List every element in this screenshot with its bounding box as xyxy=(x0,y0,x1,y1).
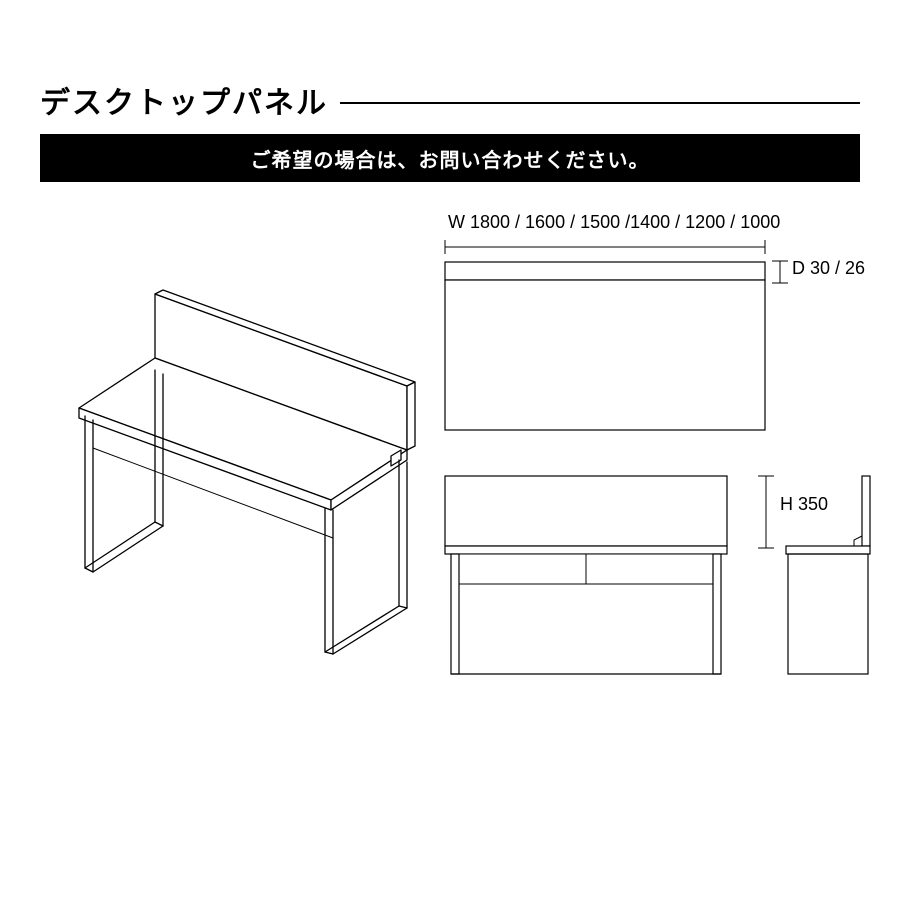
diagram-isometric-view xyxy=(55,280,435,660)
dimension-width-label: W 1800 / 1600 / 1500 /1400 / 1200 / 1000 xyxy=(448,212,780,233)
diagram-front-view xyxy=(445,476,727,678)
section-title-rule xyxy=(340,102,860,104)
section-title: デスクトップパネル xyxy=(40,78,328,122)
dimension-width-bar xyxy=(445,240,765,254)
diagram-top-view xyxy=(445,262,765,430)
dimension-height-bar xyxy=(758,476,774,548)
dimension-depth-label: D 30 / 26 xyxy=(792,258,865,279)
diagram-side-view xyxy=(786,476,876,678)
inquiry-banner-text: ご希望の場合は、お問い合わせください。 xyxy=(251,144,650,173)
section-title-row: デスクトップパネル xyxy=(40,78,860,122)
inquiry-banner: ご希望の場合は、お問い合わせください。 xyxy=(40,134,860,182)
dimension-depth-bar xyxy=(772,261,788,283)
